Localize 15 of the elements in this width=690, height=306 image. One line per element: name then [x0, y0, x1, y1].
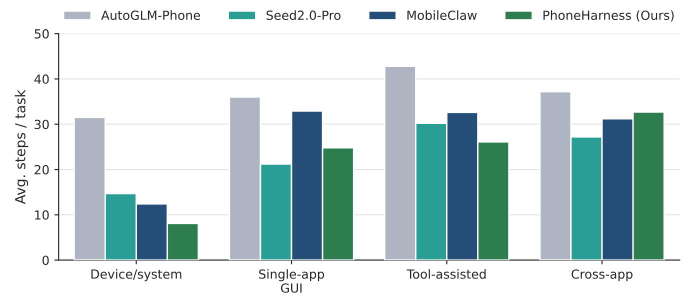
legend-label: Seed2.0-Pro	[266, 10, 341, 20]
y-tick-label: 40	[34, 74, 49, 84]
y-axis-title: Avg. steps / task	[14, 90, 28, 204]
x-tick-label: Device/system	[91, 269, 182, 282]
y-tick-label: 10	[35, 210, 49, 220]
x-tick-label: Cross-app	[572, 269, 632, 282]
x-tick-label: Single-app GUI	[259, 269, 324, 293]
x-tick-label: Tool-assisted	[406, 269, 486, 279]
y-tick-label: 30	[34, 120, 49, 130]
legend-label: MobileClaw	[407, 10, 477, 20]
legend-label: AutoGLM-Phone	[101, 10, 200, 20]
legend-label: PhoneHarness (Ours)	[544, 10, 674, 22]
y-tick-label: 0	[42, 256, 49, 266]
y-tick-label: 20	[34, 164, 49, 174]
y-tick-label: 50	[34, 29, 49, 39]
